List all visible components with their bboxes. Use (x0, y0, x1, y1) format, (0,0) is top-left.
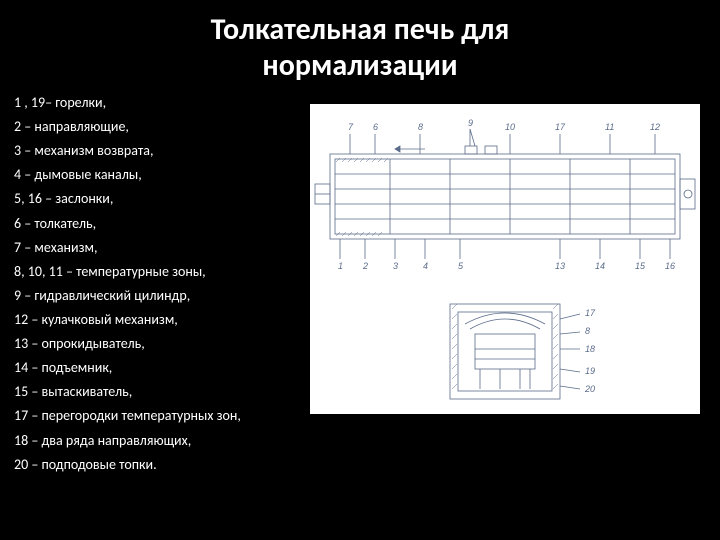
diagram-label: 8 (585, 326, 590, 336)
diagram-label: 16 (665, 261, 675, 271)
diagram-label: 11 (605, 122, 614, 132)
diagram-label: 17 (555, 122, 566, 132)
diagram-label: 8 (418, 122, 423, 132)
legend-item: 5, 16 – заслонки, (14, 188, 304, 210)
legend-item: 17 – перегородки температурных зон, (14, 405, 304, 427)
legend-item: 1 , 19– горелки, (14, 92, 304, 114)
content-area: 1 , 19– горелки, 2 – направляющие, 3 – м… (0, 84, 720, 478)
title-line-2: нормализации (0, 48, 720, 84)
legend-item: 8, 10, 11 – температурные зоны, (14, 261, 304, 283)
diagram-label: 12 (650, 122, 660, 132)
legend-item: 13 – опрокидыватель, (14, 333, 304, 355)
legend-item: 2 – направляющие, (14, 116, 304, 138)
diagram-label: 3 (393, 261, 398, 271)
diagram-label: 6 (373, 122, 378, 132)
diagram-label: 14 (595, 261, 605, 271)
furnace-diagram: 7 6 8 9 10 17 11 12 1 2 3 4 5 13 14 (310, 104, 700, 414)
diagram-label: 15 (635, 261, 646, 271)
diagram-wrapper: 7 6 8 9 10 17 11 12 1 2 3 4 5 13 14 (304, 92, 706, 478)
diagram-label: 17 (585, 308, 596, 318)
legend-item: 3 – механизм возврата, (14, 140, 304, 162)
diagram-label: 5 (458, 261, 464, 271)
diagram-label: 20 (584, 384, 595, 394)
diagram-label: 1 (338, 261, 343, 271)
legend-item: 7 – механизм, (14, 237, 304, 259)
slide-title: Толкательная печь для нормализации (0, 0, 720, 84)
diagram-label: 7 (348, 122, 354, 132)
diagram-label: 4 (423, 261, 428, 271)
title-line-1: Толкательная печь для (0, 12, 720, 48)
legend-item: 18 – два ряда направляющих, (14, 430, 304, 452)
diagram-label: 9 (468, 118, 473, 128)
legend-item: 9 – гидравлический цилиндр, (14, 285, 304, 307)
diagram-label: 19 (585, 366, 595, 376)
diagram-label: 10 (505, 122, 515, 132)
legend-item: 20 – подподовые топки. (14, 454, 304, 476)
legend-item: 15 – вытаскиватель, (14, 381, 304, 403)
legend-item: 14 – подъемник, (14, 357, 304, 379)
diagram-label: 18 (585, 344, 595, 354)
diagram-label: 13 (555, 261, 565, 271)
legend-list: 1 , 19– горелки, 2 – направляющие, 3 – м… (14, 92, 304, 478)
legend-item: 6 – толкатель, (14, 213, 304, 235)
diagram-label: 2 (362, 261, 368, 271)
legend-item: 4 – дымовые каналы, (14, 164, 304, 186)
legend-item: 12 – кулачковый механизм, (14, 309, 304, 331)
